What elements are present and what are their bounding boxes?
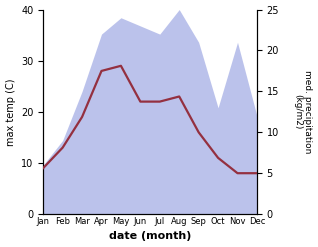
- Y-axis label: max temp (C): max temp (C): [5, 78, 16, 145]
- Y-axis label: med. precipitation
(kg/m2): med. precipitation (kg/m2): [293, 70, 313, 154]
- X-axis label: date (month): date (month): [109, 231, 191, 242]
